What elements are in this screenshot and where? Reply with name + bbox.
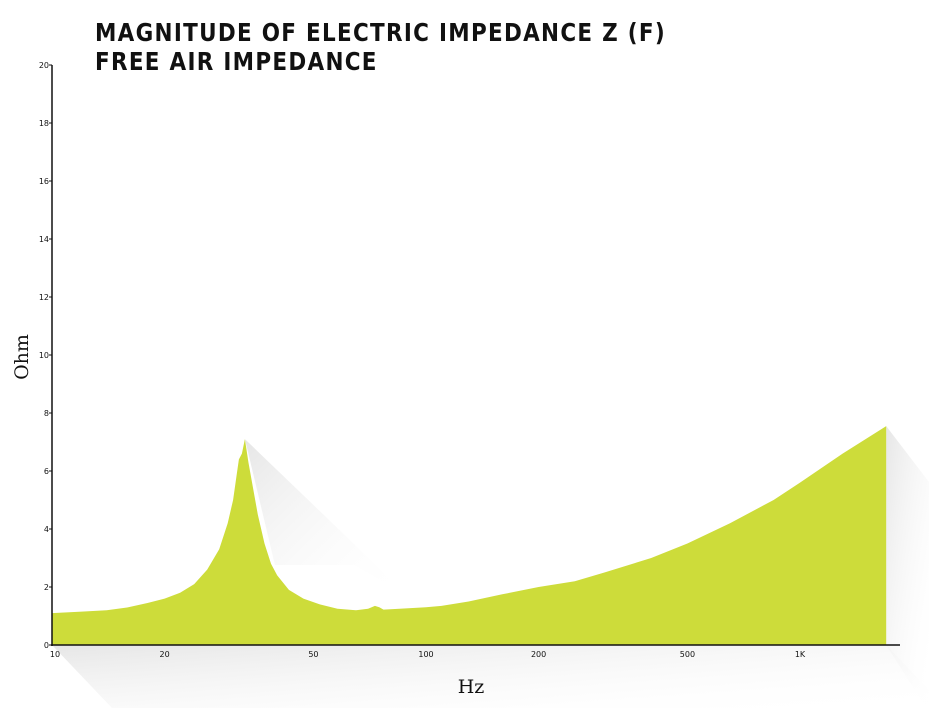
y-tick-label: 12 xyxy=(39,293,49,302)
y-tick-label: 6 xyxy=(44,467,49,476)
x-tick-label: 1K xyxy=(795,650,806,659)
base-shadow xyxy=(52,645,929,708)
x-tick-labels: 10 20 50 100 200 500 1K xyxy=(50,650,806,659)
shadow-layer xyxy=(52,426,929,708)
y-tick-label: 0 xyxy=(44,641,49,650)
y-tick-labels: 0 2 4 6 8 10 12 14 16 18 20 xyxy=(39,61,52,650)
chart-title-block: MAGNITUDE OF ELECTRIC IMPEDANCE Z (F) FR… xyxy=(95,18,759,76)
x-tick-label: 10 xyxy=(50,650,60,659)
chart-subtitle: FREE AIR IMPEDANCE xyxy=(95,47,378,76)
chart-title: MAGNITUDE OF ELECTRIC IMPEDANCE Z (F) xyxy=(95,18,667,47)
y-tick-label: 2 xyxy=(44,583,49,592)
y-tick-label: 8 xyxy=(44,409,49,418)
y-axis-label: Ohm xyxy=(11,334,33,380)
y-tick-label: 4 xyxy=(44,525,49,534)
end-shadow xyxy=(886,426,929,708)
y-tick-label: 20 xyxy=(39,61,49,70)
x-tick-label: 20 xyxy=(159,650,169,659)
x-tick-label: 200 xyxy=(531,650,546,659)
y-tick-label: 16 xyxy=(39,177,49,186)
y-tick-label: 18 xyxy=(39,119,49,128)
y-tick-label: 14 xyxy=(39,235,49,244)
x-axis-label: Hz xyxy=(458,676,485,698)
x-tick-label: 100 xyxy=(418,650,433,659)
impedance-area xyxy=(52,426,887,645)
x-tick-label: 500 xyxy=(680,650,695,659)
area-layer xyxy=(52,426,887,645)
y-tick-label: 10 xyxy=(39,351,49,360)
peak-shadow xyxy=(244,439,405,595)
x-tick-label: 50 xyxy=(308,650,318,659)
